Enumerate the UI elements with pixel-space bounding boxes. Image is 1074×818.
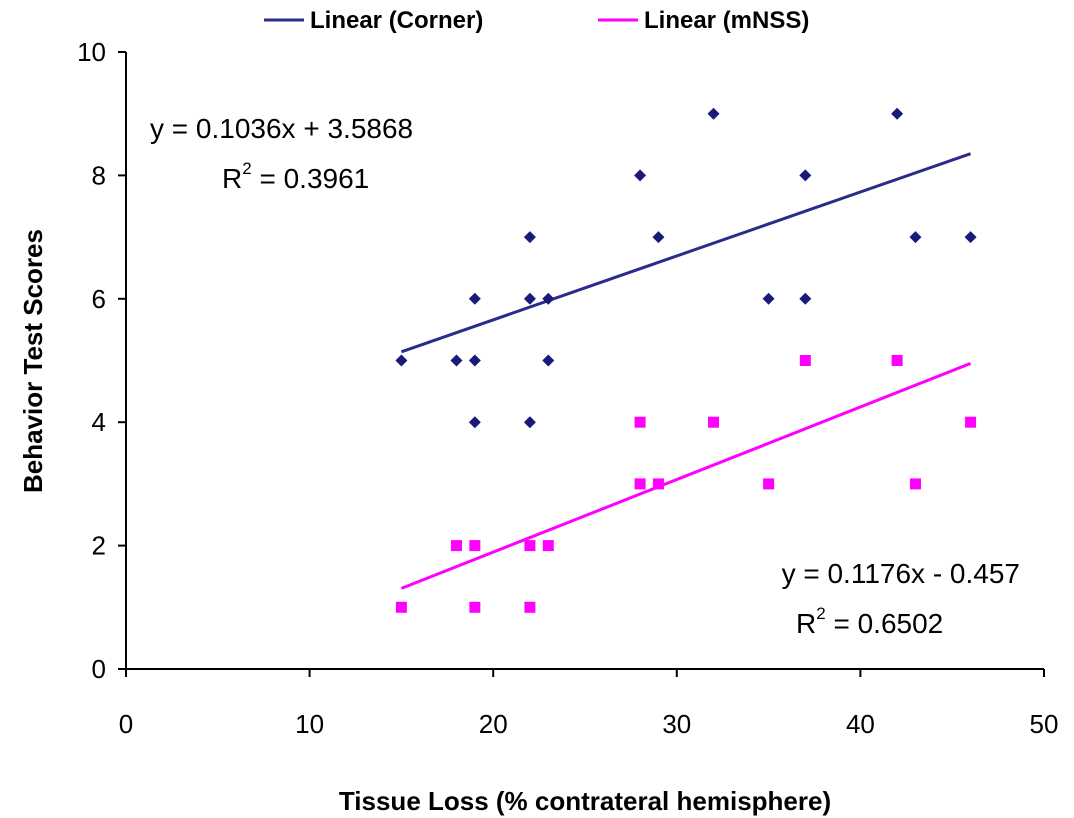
- legend-label-mnss: Linear (mNSS): [644, 7, 809, 34]
- data-point-mnss: [634, 416, 646, 428]
- data-point-corner: [799, 169, 812, 182]
- r-squared-label-corner: R2 = 0.3961: [222, 159, 369, 194]
- data-point-mnss: [542, 540, 554, 552]
- y-tick-label: 0: [92, 654, 106, 684]
- data-point-corner: [964, 231, 977, 244]
- data-point-corner: [468, 292, 481, 305]
- data-point-mnss: [524, 540, 536, 552]
- data-point-mnss: [909, 478, 921, 490]
- data-point-corner: [762, 292, 775, 305]
- r-squared-label-mnss: R2 = 0.6502: [796, 604, 943, 639]
- data-point-mnss: [763, 478, 775, 490]
- y-axis-title: Behavior Test Scores: [18, 229, 48, 493]
- data-point-corner: [468, 354, 481, 367]
- data-point-mnss: [524, 601, 536, 613]
- data-point-mnss: [652, 478, 664, 490]
- data-point-mnss: [891, 355, 903, 366]
- x-axis-title: Tissue Loss (% contrateral hemisphere): [339, 786, 831, 816]
- data-point-corner: [523, 292, 536, 305]
- equation-label-corner: y = 0.1036x + 3.5868: [150, 113, 413, 144]
- trendline-mnss: [400, 362, 972, 590]
- data-point-corner: [523, 231, 536, 244]
- axes: 0 10 20 30 40 50 0 2 4 6 8 10: [77, 37, 1058, 739]
- data-point-corner: [542, 292, 555, 305]
- data-point-corner: [891, 107, 904, 120]
- x-tick-label: 10: [295, 709, 324, 739]
- equation-annotations: y = 0.1036x + 3.5868 R2 = 0.3961 y = 0.117…: [150, 113, 1020, 639]
- data-point-corner: [468, 416, 481, 429]
- data-point-corner: [634, 169, 647, 182]
- data-point-corner: [909, 231, 922, 244]
- data-point-corner: [542, 354, 555, 367]
- x-tick-label: 20: [479, 709, 508, 739]
- x-tick-label: 0: [119, 709, 133, 739]
- y-tick-label: 6: [92, 284, 106, 314]
- data-point-mnss: [799, 355, 811, 366]
- equation-label-mnss: y = 0.1176x - 0.457: [782, 558, 1020, 589]
- y-tick-label: 2: [92, 531, 106, 561]
- data-point-corner: [395, 354, 408, 367]
- data-point-mnss: [634, 478, 646, 490]
- y-tick-label: 8: [92, 160, 106, 190]
- legend: Linear (Corner) Linear (mNSS): [264, 7, 809, 34]
- x-tick-label: 30: [662, 709, 691, 739]
- trendline-corner: [400, 152, 972, 354]
- legend-label-corner: Linear (Corner): [310, 7, 483, 34]
- data-point-mnss: [450, 540, 462, 552]
- x-tick-label: 40: [846, 709, 875, 739]
- data-points: [395, 107, 977, 613]
- data-point-mnss: [469, 540, 481, 552]
- data-point-mnss: [965, 416, 977, 428]
- data-point-mnss: [708, 416, 720, 428]
- trendlines: [400, 152, 972, 590]
- data-point-mnss: [395, 601, 407, 613]
- data-point-corner: [523, 416, 536, 429]
- data-point-corner: [450, 354, 463, 367]
- data-point-mnss: [469, 601, 481, 613]
- data-point-corner: [799, 292, 812, 305]
- data-point-corner: [652, 231, 665, 244]
- y-tick-label: 4: [92, 407, 106, 437]
- x-tick-label: 50: [1030, 709, 1059, 739]
- y-tick-label: 10: [77, 37, 106, 67]
- data-point-corner: [707, 107, 720, 120]
